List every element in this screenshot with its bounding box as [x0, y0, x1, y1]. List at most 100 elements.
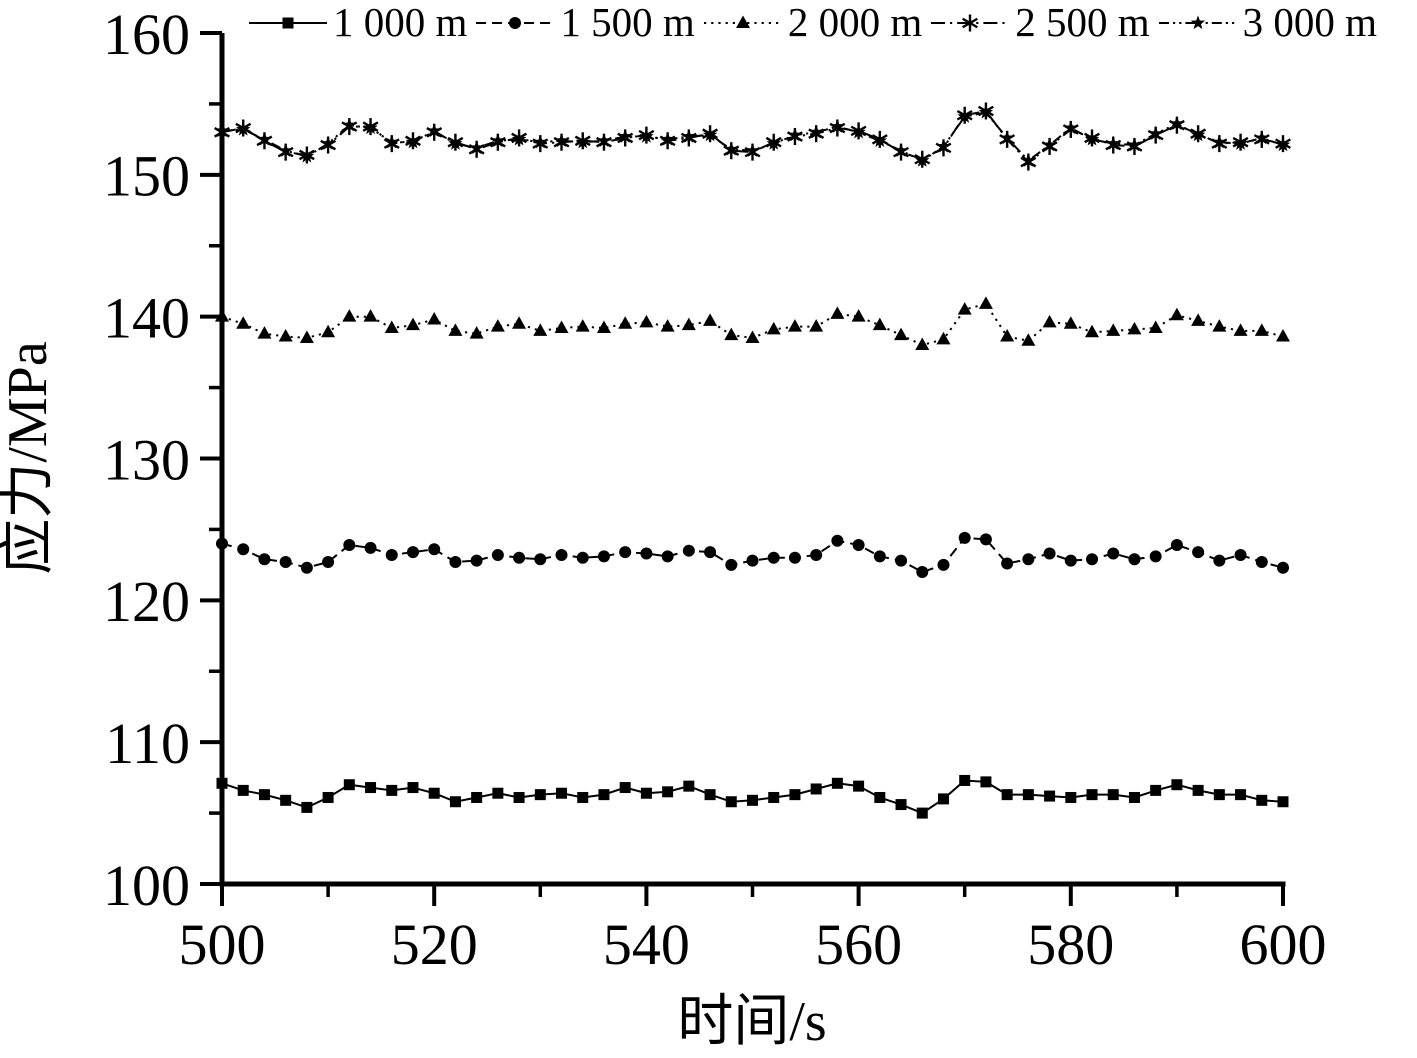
circle-marker: [300, 561, 313, 574]
square-marker: [1022, 789, 1034, 801]
y-tick-label: 130: [103, 427, 190, 492]
triangle-marker: [1021, 333, 1036, 346]
triangle-marker: [1085, 324, 1100, 338]
triangle-marker: [1148, 320, 1163, 334]
y-tick-label: 160: [103, 2, 190, 67]
y-tick-label: 120: [103, 569, 190, 634]
star-marker: [384, 134, 399, 149]
star-marker: [490, 133, 506, 147]
star-marker: [1063, 120, 1079, 135]
star-marker: [999, 130, 1015, 145]
star-marker: [511, 131, 527, 146]
circle-marker: [682, 544, 695, 557]
circle-marker: [788, 551, 801, 564]
circle-marker: [534, 553, 547, 566]
legend-label: 3 000 m: [1242, 0, 1378, 45]
square-marker: [683, 780, 695, 792]
star-marker: [872, 133, 888, 147]
triangle-marker: [703, 313, 718, 326]
legend-item-2-000-m: 2 000 m: [703, 2, 922, 43]
series-1-500-m: [216, 531, 1289, 578]
square-marker: [768, 791, 780, 803]
circle-marker: [619, 546, 632, 559]
triangle-marker: [321, 324, 336, 338]
square-marker: [853, 780, 865, 792]
triangle-marker: [1063, 316, 1078, 329]
triangle-marker: [735, 15, 750, 28]
triangle-marker: [469, 326, 484, 339]
triangle-marker: [533, 323, 548, 336]
square-marker: [282, 17, 294, 28]
y-tick-label: 100: [103, 853, 190, 918]
series-1-000-m: [216, 774, 1289, 819]
star-marker: [830, 119, 845, 133]
circle-marker: [873, 550, 886, 563]
star-marker: [405, 134, 421, 149]
circle-marker: [1170, 539, 1183, 552]
circle-marker: [364, 541, 377, 554]
square-marker: [1065, 791, 1077, 803]
y-axis-label: 应力/MPa: [0, 341, 59, 574]
star-marker: [808, 124, 824, 139]
star-marker: [1254, 130, 1270, 145]
circle-marker: [385, 548, 398, 561]
star-marker: [639, 128, 654, 143]
legend-item-1-500-m: 1 500 m: [475, 2, 695, 43]
star-marker: [448, 136, 463, 150]
triangle-marker: [830, 306, 845, 319]
square-marker: [1277, 796, 1289, 808]
triangle-marker: [894, 327, 909, 341]
triangle-marker: [660, 319, 675, 332]
triangle-marker: [1276, 329, 1290, 342]
star-marker: [299, 148, 315, 163]
circle-marker: [1001, 557, 1014, 570]
star-marker: [1148, 126, 1163, 140]
triangle-marker: [1169, 307, 1184, 321]
triangle-marker: [766, 321, 781, 335]
square-marker: [1044, 790, 1056, 802]
circle-marker: [343, 539, 356, 552]
x-tick-label: 500: [179, 912, 266, 977]
circle-marker: [597, 550, 610, 563]
triangle-marker: [809, 319, 824, 332]
triangle-marker: [554, 320, 569, 334]
x-tick-label: 560: [815, 912, 902, 977]
circle-marker: [258, 553, 271, 566]
triangle-marker: [342, 309, 357, 322]
star-marker: [724, 141, 739, 156]
square-marker: [577, 791, 589, 803]
square-marker: [428, 787, 440, 799]
circle-marker: [491, 548, 504, 561]
star-marker: [766, 136, 781, 150]
star-marker: [1190, 127, 1206, 142]
star-marker: [1084, 131, 1100, 146]
square-marker: [513, 791, 525, 803]
triangle-marker: [978, 296, 993, 309]
star-marker: [893, 143, 909, 157]
legend-label: 2 000 m: [787, 0, 923, 45]
circle-marker: [916, 565, 929, 578]
square-marker: [449, 796, 461, 808]
square-marker: [1001, 789, 1013, 801]
circle-marker: [513, 551, 526, 564]
square-marker: [789, 789, 801, 801]
square-marker: [301, 801, 313, 813]
star-marker: [469, 140, 484, 155]
triangle-marker: [448, 323, 463, 336]
star-marker: [596, 133, 612, 147]
triangle-marker: [257, 326, 272, 339]
circle-marker: [1022, 553, 1035, 566]
circle-marker: [1086, 553, 1099, 566]
circle-marker: [767, 551, 780, 564]
triangle-marker: [936, 331, 951, 345]
star-marker: [1106, 136, 1121, 150]
circle-marker: [216, 537, 228, 550]
circle-marker: [509, 16, 522, 29]
triangle-marker: [405, 317, 420, 331]
star-marker: [320, 136, 336, 150]
star-marker: [915, 153, 930, 167]
square-marker: [959, 774, 971, 786]
triangle-marker: [745, 330, 760, 343]
circle-marker: [979, 533, 992, 546]
legend-sample-1-000-m: [249, 17, 327, 28]
